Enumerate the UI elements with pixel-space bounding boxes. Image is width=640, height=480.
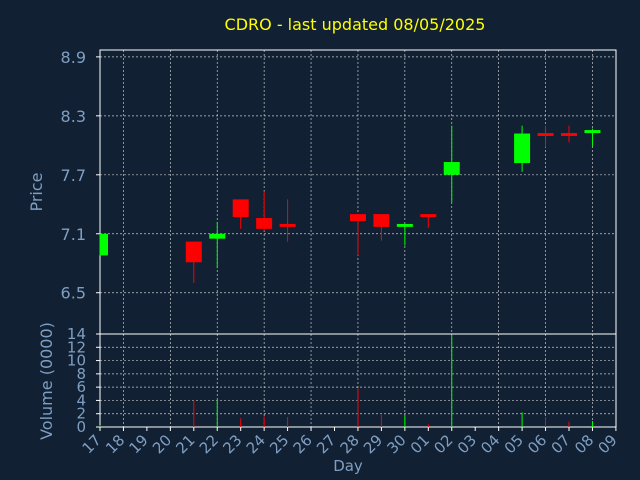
- price-tick-label: 8.9: [61, 48, 86, 67]
- candle: [373, 214, 390, 241]
- candle-body: [232, 199, 249, 218]
- volume-tick-label: 6: [76, 378, 86, 396]
- volume-tick-label: 8: [76, 365, 86, 383]
- price-tick-label: 6.5: [61, 284, 86, 303]
- candle-body: [561, 133, 577, 137]
- candle: [420, 214, 437, 228]
- candle: [514, 125, 531, 172]
- volume-tick-label: 14: [67, 325, 86, 343]
- candle: [443, 125, 460, 203]
- candle: [279, 199, 296, 242]
- volume-bars: [99, 335, 593, 427]
- candle-body: [373, 214, 390, 227]
- chart-title: CDRO - last updated 08/05/2025: [225, 15, 486, 34]
- volume-tick-label: 4: [76, 391, 86, 409]
- volume-tick-label: 0: [76, 418, 86, 436]
- volume-axis-label: Volume (0000): [37, 322, 56, 440]
- candle: [256, 191, 273, 231]
- candle-body: [349, 214, 366, 221]
- price-tick-label: 7.7: [61, 166, 86, 185]
- candle: [185, 241, 202, 283]
- price-tick-label: 8.3: [61, 107, 86, 126]
- candle-body: [514, 133, 531, 164]
- candle: [561, 125, 577, 143]
- candle-body: [396, 223, 413, 227]
- price-axis-ticks: 6.5 7.1 7.7 8.3 8.9: [61, 48, 100, 303]
- candle: [232, 199, 249, 229]
- candle: [584, 128, 601, 147]
- x-axis-label: Day: [333, 457, 363, 475]
- price-axis-label: Price: [27, 172, 46, 211]
- candle: [99, 233, 108, 256]
- volume-tick-label: 12: [67, 338, 86, 356]
- candle-body: [537, 133, 554, 137]
- candle-body: [420, 214, 437, 218]
- candle-body: [443, 162, 460, 175]
- volume-tick-label: 10: [67, 352, 86, 370]
- candle-body: [584, 130, 601, 134]
- candle: [209, 221, 226, 269]
- price-tick-label: 7.1: [61, 225, 86, 244]
- candle-body: [209, 233, 226, 239]
- candlesticks: [99, 125, 601, 283]
- candle-body: [256, 218, 273, 229]
- candle: [537, 125, 554, 148]
- candle-body: [100, 233, 108, 256]
- candle-body: [279, 223, 296, 227]
- candle: [396, 223, 413, 246]
- candle: [349, 214, 366, 256]
- candle-body: [185, 241, 202, 263]
- volume-tick-label: 2: [76, 405, 86, 423]
